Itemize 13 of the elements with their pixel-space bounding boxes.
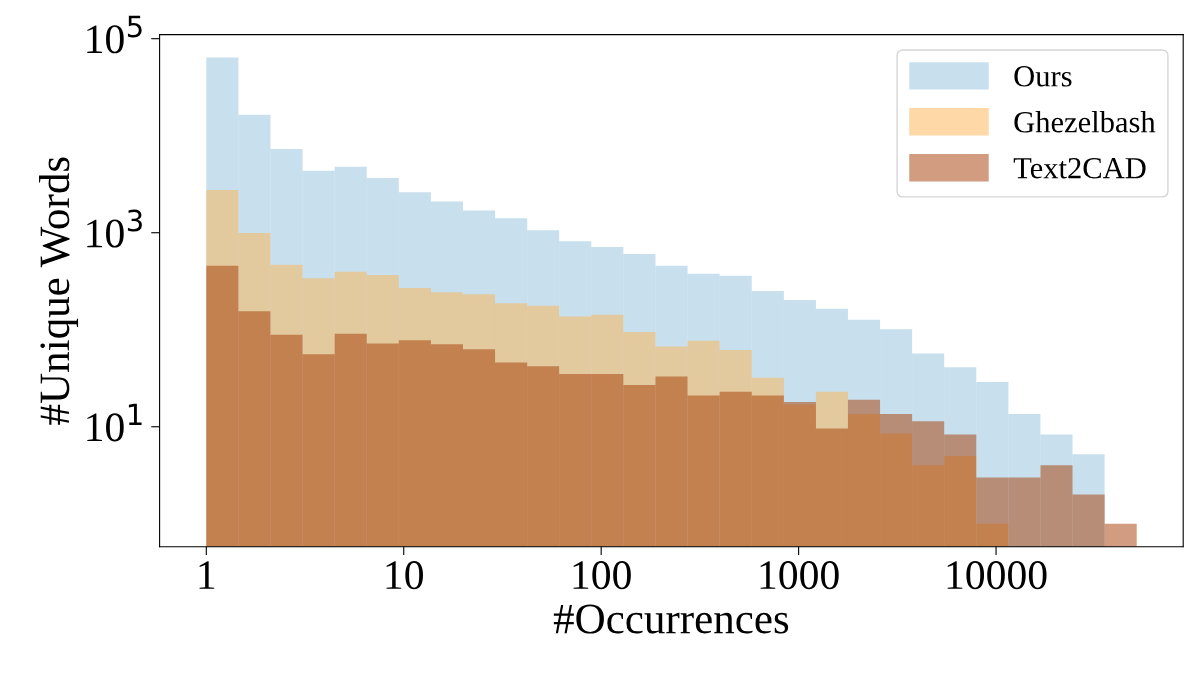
legend-label: Ghezelbash (1014, 111, 1156, 133)
legend-label: Text2CAD (1013, 157, 1146, 179)
x-axis-title: #Occurrences (553, 604, 789, 634)
x-tick-label: 1000 (760, 561, 839, 590)
legend-label: Ours (1014, 66, 1072, 87)
x-tick-label: 1 (199, 561, 215, 589)
x-tick-label: 100 (573, 561, 631, 590)
y-tick-label: 10$^{5}$ (87, 15, 142, 54)
y-axis-title: #Unique Words (39, 157, 79, 425)
y-tick-label: 10$^{1}$ (87, 403, 142, 442)
y-tick-label: 10$^{3}$ (87, 209, 142, 248)
x-tick-label: 10 (386, 561, 423, 590)
x-tick-label: 10000 (947, 561, 1047, 590)
